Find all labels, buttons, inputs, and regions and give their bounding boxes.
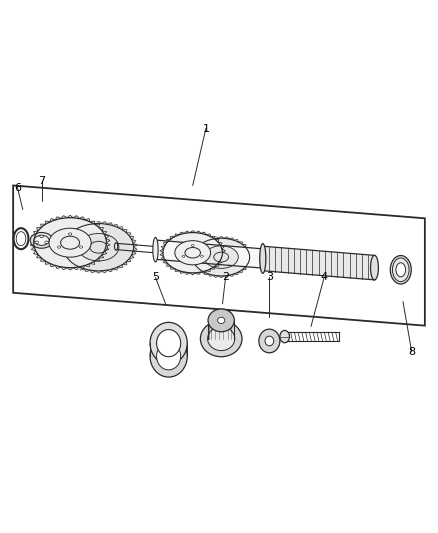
- Ellipse shape: [182, 255, 185, 257]
- Text: 5: 5: [152, 272, 159, 282]
- Ellipse shape: [191, 245, 194, 246]
- Ellipse shape: [157, 343, 180, 370]
- Ellipse shape: [150, 322, 187, 364]
- Ellipse shape: [114, 243, 118, 250]
- Text: 6: 6: [14, 183, 21, 192]
- Ellipse shape: [208, 327, 235, 351]
- Ellipse shape: [60, 221, 137, 273]
- Ellipse shape: [175, 241, 211, 265]
- Ellipse shape: [35, 241, 39, 244]
- Ellipse shape: [79, 246, 83, 248]
- Ellipse shape: [392, 258, 409, 281]
- Ellipse shape: [214, 252, 229, 262]
- Ellipse shape: [371, 255, 378, 280]
- Ellipse shape: [30, 215, 110, 270]
- Ellipse shape: [16, 232, 26, 246]
- Ellipse shape: [90, 241, 107, 253]
- Text: 3: 3: [266, 272, 273, 282]
- Ellipse shape: [185, 247, 201, 258]
- Ellipse shape: [160, 231, 226, 275]
- Ellipse shape: [260, 247, 265, 269]
- Text: 8: 8: [408, 347, 415, 357]
- Polygon shape: [155, 240, 263, 268]
- Text: 4: 4: [321, 272, 328, 282]
- Ellipse shape: [78, 233, 119, 261]
- Ellipse shape: [157, 329, 180, 357]
- Ellipse shape: [260, 244, 266, 273]
- Ellipse shape: [40, 235, 43, 238]
- Ellipse shape: [208, 309, 234, 332]
- Ellipse shape: [45, 241, 48, 244]
- Ellipse shape: [49, 228, 91, 257]
- Ellipse shape: [150, 335, 187, 377]
- Ellipse shape: [280, 330, 290, 343]
- Ellipse shape: [57, 246, 61, 248]
- Ellipse shape: [190, 236, 252, 278]
- Ellipse shape: [390, 255, 411, 284]
- Ellipse shape: [396, 263, 406, 277]
- Ellipse shape: [204, 246, 238, 269]
- Ellipse shape: [34, 236, 49, 245]
- Ellipse shape: [60, 236, 80, 249]
- Ellipse shape: [200, 321, 242, 357]
- Ellipse shape: [30, 232, 53, 248]
- Ellipse shape: [259, 329, 280, 353]
- Ellipse shape: [265, 336, 274, 346]
- Ellipse shape: [68, 233, 72, 235]
- Text: 1: 1: [202, 124, 209, 134]
- Ellipse shape: [218, 317, 225, 324]
- Ellipse shape: [153, 237, 158, 262]
- Polygon shape: [263, 246, 374, 280]
- Text: 2: 2: [222, 272, 229, 282]
- Text: 7: 7: [38, 176, 45, 186]
- Ellipse shape: [201, 255, 203, 257]
